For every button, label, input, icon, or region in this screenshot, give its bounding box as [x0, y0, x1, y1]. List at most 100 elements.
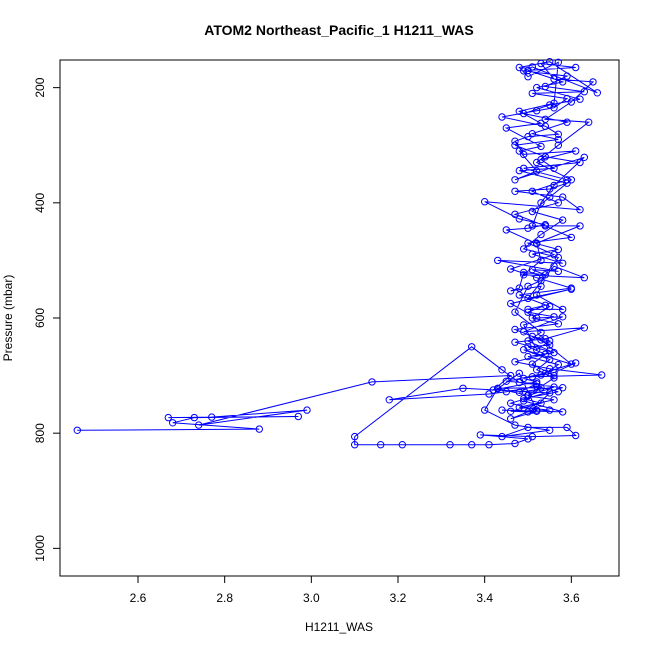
data-point — [511, 141, 519, 149]
data-point — [528, 332, 536, 341]
data-point — [576, 206, 584, 214]
data-point — [550, 371, 558, 380]
data-point — [550, 383, 558, 391]
data-point — [559, 193, 567, 201]
data-point — [546, 406, 554, 414]
data-point — [546, 347, 554, 355]
data-point — [541, 369, 549, 377]
series-line — [77, 61, 602, 446]
data-point — [537, 230, 545, 239]
data-point — [533, 382, 541, 391]
data-point — [398, 441, 406, 449]
y-tick-label: 400 — [33, 192, 47, 212]
data-point — [546, 302, 554, 311]
data-point — [541, 153, 549, 161]
data-point — [507, 371, 515, 380]
data-point — [550, 181, 558, 190]
data-point — [546, 389, 554, 397]
data-point — [580, 274, 588, 282]
data-point — [481, 198, 489, 206]
data-point — [164, 413, 173, 422]
x-tick-label: 2.6 — [130, 591, 147, 605]
data-point — [541, 350, 549, 358]
data-point — [507, 265, 515, 273]
data-point — [550, 396, 558, 404]
data-point — [190, 413, 199, 422]
data-point — [515, 107, 523, 116]
data-point — [528, 222, 536, 230]
data-point — [528, 432, 536, 441]
data-point — [524, 391, 532, 399]
data-point — [524, 423, 532, 432]
data-point — [563, 176, 571, 184]
data-point — [528, 314, 536, 322]
data-point — [524, 282, 532, 290]
data-point — [533, 291, 541, 299]
data-point — [524, 408, 532, 416]
data-point — [572, 147, 580, 155]
data-point — [351, 432, 359, 441]
data-point — [572, 431, 580, 440]
y-axis-label: Pressure (mbar) — [1, 275, 15, 362]
data-point — [485, 390, 493, 398]
data-point — [169, 419, 177, 427]
data-point — [533, 314, 541, 322]
data-point — [502, 377, 510, 385]
data-point — [481, 406, 489, 414]
data-point — [533, 366, 541, 374]
data-point — [515, 166, 523, 175]
data-point — [567, 360, 575, 368]
data-point — [537, 371, 545, 379]
data-point — [520, 268, 528, 277]
data-point — [515, 63, 523, 72]
data-point — [524, 66, 532, 75]
data-point — [567, 176, 575, 184]
data-point — [255, 425, 263, 433]
data-point — [303, 406, 311, 414]
data-point — [559, 78, 567, 86]
x-axis-label: H1211_WAS — [305, 620, 373, 634]
data-point — [554, 253, 562, 262]
data-point — [498, 113, 506, 121]
data-point — [533, 380, 541, 388]
data-point — [520, 346, 528, 354]
data-point — [537, 119, 545, 128]
data-point — [511, 137, 519, 145]
data-point — [385, 396, 393, 404]
data-point — [554, 245, 562, 254]
data-point — [533, 406, 541, 414]
data-point — [476, 431, 484, 439]
data-point — [507, 415, 515, 423]
data-point — [485, 441, 493, 449]
data-point — [511, 325, 519, 334]
data-point — [537, 276, 545, 285]
data-point — [515, 147, 523, 155]
data-point — [541, 271, 549, 279]
data-point — [533, 158, 541, 167]
data-point — [528, 207, 536, 216]
data-point — [377, 441, 385, 449]
data-point — [208, 413, 216, 421]
data-point — [554, 360, 562, 369]
data-point — [550, 313, 558, 321]
data-point — [511, 421, 519, 429]
data-point — [515, 403, 523, 411]
data-point — [494, 385, 502, 393]
data-point — [598, 371, 606, 379]
data-point — [511, 210, 519, 219]
data-point — [528, 360, 536, 368]
y-tick-label: 600 — [33, 308, 47, 328]
data-point — [537, 336, 545, 344]
series-points — [73, 58, 606, 449]
data-point — [507, 407, 515, 415]
data-point — [593, 89, 601, 97]
data-point — [520, 374, 528, 383]
data-point — [567, 233, 575, 242]
data-point — [507, 299, 515, 308]
x-axis: 2.6 2.8 3.0 3.2 3.4 3.6 — [130, 575, 580, 605]
data-point — [550, 348, 558, 357]
data-point — [541, 301, 549, 309]
data-point — [520, 397, 528, 405]
data-point — [546, 337, 554, 345]
data-point — [520, 245, 528, 253]
